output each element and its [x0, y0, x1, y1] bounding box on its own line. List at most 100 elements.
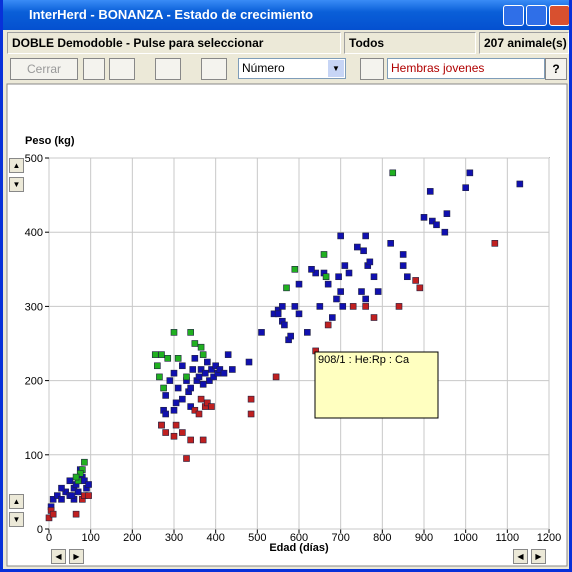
point [362, 295, 369, 303]
point [199, 436, 207, 444]
point [210, 373, 217, 381]
point [166, 377, 174, 384]
point [426, 188, 434, 195]
point [416, 284, 424, 292]
point [191, 340, 199, 347]
scroll-down-button[interactable]: ▼ [9, 177, 24, 192]
point [304, 329, 311, 336]
x-tick-label: 1200 [537, 532, 561, 544]
point [389, 169, 397, 177]
point [212, 362, 219, 370]
close-action-button[interactable]: Cerrar [10, 58, 78, 80]
point [362, 232, 369, 240]
point [358, 288, 365, 295]
scroll-up-button[interactable]: ▲ [9, 158, 24, 173]
point [322, 273, 330, 281]
point [370, 273, 378, 281]
point [54, 492, 61, 499]
help-button[interactable]: ? [545, 58, 567, 80]
point [204, 358, 211, 366]
point [49, 510, 57, 518]
point [49, 496, 57, 503]
point [404, 273, 411, 281]
point [491, 240, 499, 247]
point [199, 381, 207, 388]
scroll-down-button[interactable]: ▼ [9, 512, 24, 527]
x-tick-label: 1000 [453, 532, 477, 544]
point [339, 303, 347, 310]
point [85, 481, 92, 488]
point [429, 217, 436, 225]
y-tick-label: 300 [25, 301, 43, 313]
x-tick-label: 100 [81, 532, 99, 544]
x-tick-label: 800 [373, 532, 391, 544]
point [312, 269, 319, 277]
point [174, 384, 182, 392]
point [170, 369, 178, 377]
close-button[interactable] [549, 5, 569, 26]
sort-select[interactable]: Número ▼ [238, 58, 346, 79]
filter-field[interactable]: Hembras jovenes [387, 58, 545, 79]
point [395, 303, 403, 310]
point [443, 210, 451, 217]
point [191, 406, 199, 414]
filter-button[interactable] [360, 58, 384, 80]
scroll-right-button[interactable]: ▶ [531, 549, 546, 564]
maximize-button[interactable] [526, 5, 547, 26]
point [216, 366, 224, 373]
point [162, 410, 169, 418]
x-tick-label: 200 [123, 532, 141, 544]
scroll-up-button[interactable]: ▲ [9, 494, 24, 509]
point [324, 321, 332, 329]
table-button[interactable] [155, 58, 181, 80]
point [172, 421, 180, 429]
y-tick-label: 400 [25, 227, 43, 239]
point [420, 214, 428, 221]
point [45, 514, 53, 522]
y-axis-label: Peso (kg) [25, 135, 75, 147]
point [247, 410, 255, 418]
minimize-button[interactable] [503, 5, 524, 26]
print-button[interactable] [109, 58, 135, 80]
point [154, 362, 161, 370]
point [187, 436, 194, 444]
point [164, 355, 172, 362]
selection-panel[interactable]: DOBLE Demodoble - Pulse para seleccionar [7, 32, 341, 54]
point [195, 373, 203, 381]
point [333, 295, 340, 303]
point [191, 355, 199, 362]
point [441, 228, 449, 236]
point [320, 251, 328, 258]
point [360, 247, 367, 255]
point [283, 284, 290, 292]
point [158, 421, 165, 429]
point [341, 262, 349, 269]
point [291, 303, 299, 310]
point [76, 470, 84, 477]
point [291, 265, 299, 273]
point [62, 488, 69, 496]
scroll-left-button[interactable]: ◀ [513, 549, 528, 564]
point [366, 258, 374, 266]
point [58, 484, 65, 492]
point [399, 251, 407, 258]
x-tick-label: 300 [165, 532, 183, 544]
point [220, 369, 228, 377]
scroll-right-button[interactable]: ▶ [69, 549, 84, 564]
point [374, 288, 382, 295]
point [281, 321, 288, 329]
point [179, 429, 186, 436]
x-tick-label: 0 [46, 532, 52, 544]
count-panel: 207 animale(s) [479, 32, 569, 54]
point [462, 184, 469, 191]
scroll-left-button[interactable]: ◀ [51, 549, 66, 564]
point [179, 395, 186, 403]
y-tick-label: 500 [25, 153, 43, 165]
save-button[interactable] [83, 58, 105, 80]
point [72, 510, 80, 518]
point [295, 280, 303, 288]
point [179, 362, 186, 370]
x-tick-label: 700 [331, 532, 349, 544]
open-button[interactable] [201, 58, 227, 80]
